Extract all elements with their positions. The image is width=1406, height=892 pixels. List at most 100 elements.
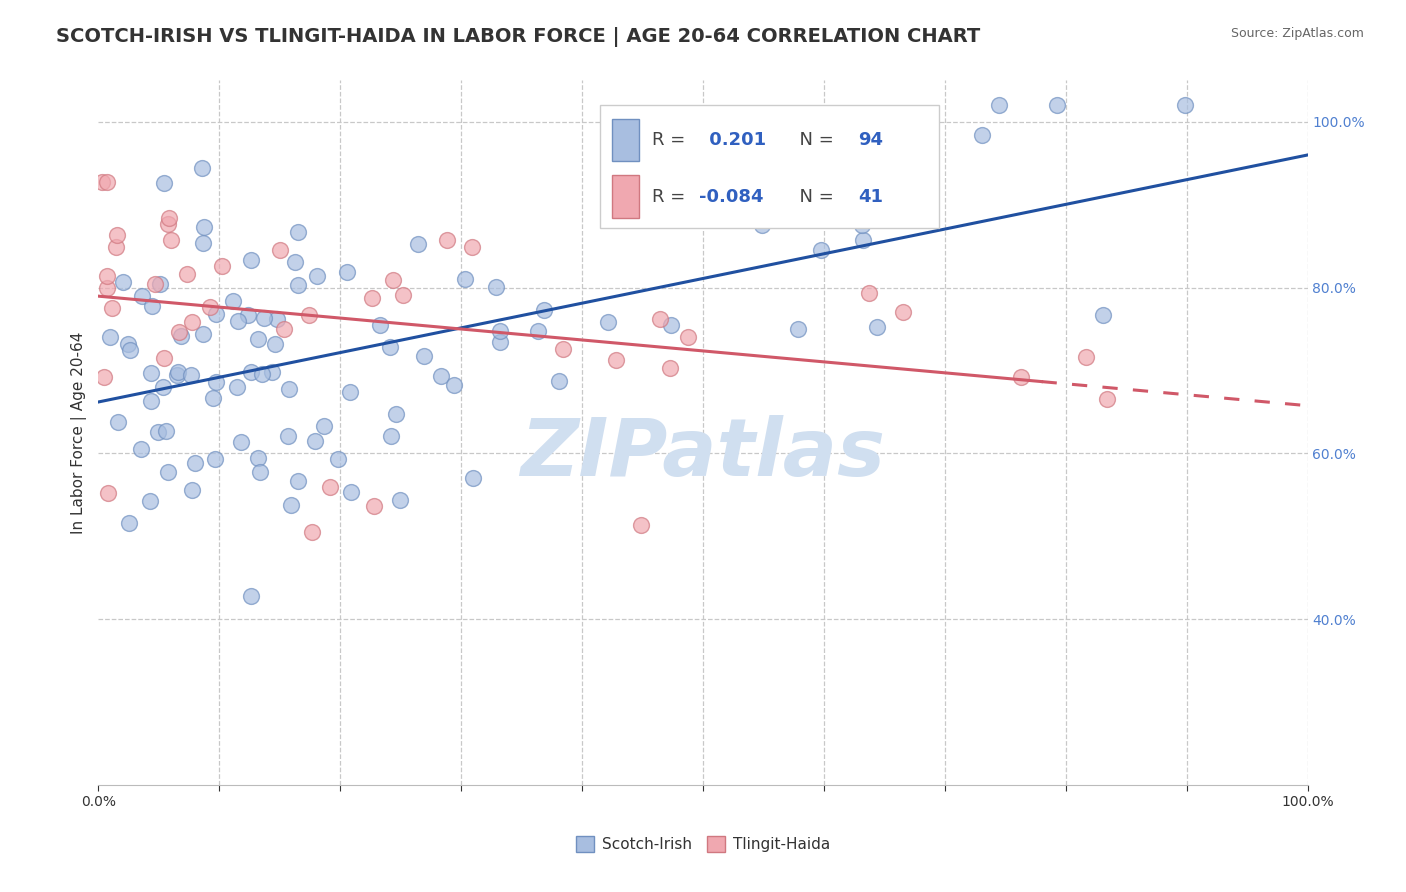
Point <box>463 471 485 485</box>
Point <box>204 376 226 390</box>
Point <box>211 259 233 273</box>
Point <box>180 368 202 382</box>
Point <box>231 435 253 450</box>
Point <box>152 176 174 190</box>
Point <box>249 465 271 479</box>
Point <box>489 335 512 350</box>
Point <box>239 589 262 603</box>
Point <box>460 240 482 254</box>
Point <box>247 450 270 465</box>
Point <box>363 499 385 513</box>
Point <box>305 269 328 284</box>
Point <box>264 336 287 351</box>
Text: R =: R = <box>652 187 692 205</box>
Point <box>851 218 873 232</box>
Text: SCOTCH-IRISH VS TLINGIT-HAIDA IN LABOR FORCE | AGE 20-64 CORRELATION CHART: SCOTCH-IRISH VS TLINGIT-HAIDA IN LABOR F… <box>56 27 980 46</box>
Point <box>284 255 307 269</box>
Point <box>240 366 263 380</box>
Point <box>118 516 141 531</box>
Point <box>96 175 118 189</box>
Point <box>368 318 391 332</box>
Point <box>250 367 273 381</box>
Point <box>96 280 118 294</box>
Text: R =: R = <box>652 131 692 149</box>
Point <box>380 429 402 443</box>
Point <box>157 211 180 226</box>
Point <box>226 379 249 393</box>
Point <box>851 233 873 247</box>
Point <box>326 451 349 466</box>
Point <box>551 342 574 356</box>
Point <box>166 368 188 382</box>
Point <box>139 394 162 409</box>
Point <box>301 524 323 539</box>
Text: ZIPatlas: ZIPatlas <box>520 415 886 492</box>
Point <box>246 332 269 346</box>
Point <box>430 369 453 384</box>
Point <box>120 343 142 357</box>
Point <box>104 239 127 253</box>
Y-axis label: In Labor Force | Age 20-64: In Labor Force | Age 20-64 <box>72 332 87 533</box>
Text: Source: ZipAtlas.com: Source: ZipAtlas.com <box>1230 27 1364 40</box>
Point <box>143 277 166 291</box>
Point <box>1046 98 1069 112</box>
Point <box>236 308 259 322</box>
Point <box>413 349 436 363</box>
Text: N =: N = <box>787 187 839 205</box>
Point <box>676 330 699 344</box>
Point <box>533 302 555 317</box>
Point <box>280 499 302 513</box>
Point <box>298 308 321 322</box>
Point <box>170 328 193 343</box>
Point <box>596 315 619 329</box>
Point <box>382 273 405 287</box>
Point <box>239 253 262 268</box>
Point <box>96 269 118 284</box>
FancyBboxPatch shape <box>600 105 939 228</box>
Point <box>167 325 190 339</box>
Point <box>156 217 179 231</box>
Point <box>787 322 810 336</box>
Point <box>605 353 627 368</box>
Text: 41: 41 <box>858 187 883 205</box>
Point <box>454 271 477 285</box>
Point <box>659 360 682 375</box>
Point <box>278 382 301 396</box>
Point <box>866 320 889 334</box>
Point <box>269 244 291 258</box>
Text: 94: 94 <box>858 131 883 149</box>
Point <box>139 493 162 508</box>
Point <box>176 267 198 281</box>
Point <box>93 370 115 384</box>
Point <box>198 300 221 314</box>
Point <box>226 314 249 328</box>
Point <box>817 190 839 204</box>
Point <box>166 365 188 379</box>
Point <box>148 425 170 440</box>
Point <box>1091 309 1114 323</box>
Point <box>91 175 114 189</box>
Point <box>100 301 122 315</box>
Point <box>627 210 650 224</box>
Point <box>891 305 914 319</box>
Point <box>180 483 202 497</box>
Point <box>527 324 550 338</box>
Point <box>273 322 295 336</box>
Point <box>105 228 128 243</box>
FancyBboxPatch shape <box>613 176 638 218</box>
Point <box>193 327 215 342</box>
Point <box>1076 351 1098 365</box>
Point <box>201 391 224 405</box>
Point <box>485 279 508 293</box>
Point <box>1174 98 1197 112</box>
Point <box>287 278 309 293</box>
Point <box>659 318 682 332</box>
Point <box>751 218 773 232</box>
Point <box>312 419 335 434</box>
Point <box>159 233 181 247</box>
Point <box>385 407 408 421</box>
Point <box>191 161 214 176</box>
Point <box>336 265 359 279</box>
Point <box>97 485 120 500</box>
Point <box>340 485 363 500</box>
